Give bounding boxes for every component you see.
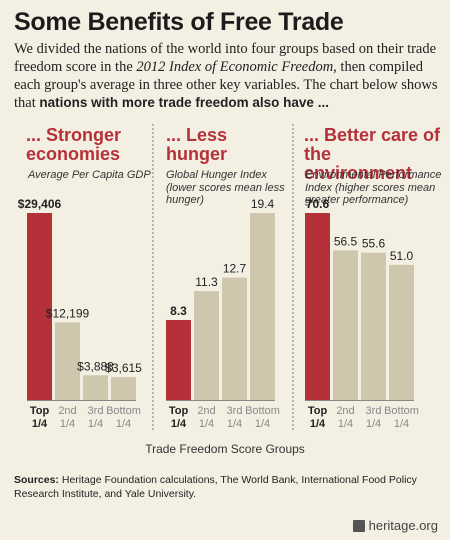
bar [194,291,219,400]
page-title: Some Benefits of Free Trade [14,8,344,36]
bar [305,213,330,400]
category-tick-label: 3rd [366,405,382,417]
panel-subtitle-hunger: Global Hunger Index (lower scores mean l… [166,169,285,206]
category-tick-label: 3rd [88,405,104,417]
category-tick-label: 1/4 [116,418,131,430]
category-tick-label: 2nd [336,405,354,417]
bar-value-label: $3,615 [105,361,142,375]
bar-value-label: 70.6 [306,197,330,211]
category-tick-label: Top [30,405,50,417]
bar [361,252,386,400]
panel-title-economies: ... Stronger economies [26,125,122,164]
category-tick-label: 1/4 [310,418,326,430]
intro-text: We divided the nations of the world into… [14,40,442,112]
bar-value-label: 11.3 [195,275,218,289]
bar [27,213,52,400]
panel-title-hunger: ... Less hunger [166,125,228,164]
category-tick-label: 1/4 [171,418,187,430]
category-tick-label: 1/4 [60,418,75,430]
bar-value-label: $29,406 [18,197,62,211]
category-tick-label: 1/4 [32,418,48,430]
intro-bold: nations with more trade freedom also hav… [39,95,329,110]
panel-title-environment: ... Better care of the environment [304,125,441,183]
category-tick-label: 3rd [227,405,243,417]
category-tick-label: Top [308,405,328,417]
bar-value-label: 51.0 [390,249,414,263]
bar [83,375,108,400]
bar [111,377,136,400]
category-tick-label: 2nd [197,405,215,417]
category-tick-label: 1/4 [338,418,353,430]
intro-italic: 2012 Index of Economic Freedom [136,59,334,75]
intro-part1: We divided the nations of the world into… [14,41,437,75]
category-tick-label: Bottom [384,405,419,417]
bar [166,319,191,400]
bar-value-label: 56.5 [334,234,358,248]
category-tick-label: 1/4 [255,418,270,430]
panel-subtitle-environment: Environmental Performance Index (higher … [305,169,442,206]
bar [250,213,275,400]
sources-label: Sources: [14,474,59,486]
bar [55,322,80,400]
intro-part2: , then compiled each group's average in … [14,59,438,111]
category-tick-label: 1/4 [394,418,409,430]
bar [222,277,247,400]
category-tick-label: Top [169,405,189,417]
category-tick-label: 1/4 [88,418,103,430]
category-tick-label: 1/4 [366,418,381,430]
category-tick-label: 1/4 [199,418,214,430]
category-tick-label: 1/4 [227,418,242,430]
category-tick-label: 2nd [58,405,76,417]
panel-subtitle-economies: Average Per Capita GDP [28,169,151,181]
bar-value-label: 55.6 [362,237,386,251]
sources-note: Sources: Heritage Foundation calculation… [14,473,439,501]
bar-value-label: $12,199 [46,306,90,320]
bar-value-label: 12.7 [223,262,247,276]
category-tick-label: Bottom [106,405,141,417]
x-axis-title: Trade Freedom Score Groups [145,442,305,456]
bar-value-label: $3,888 [77,359,114,373]
logo-text: heritage.org [368,518,438,533]
bar [333,250,358,400]
bar-value-label: 8.3 [170,304,187,318]
category-tick-label: Bottom [245,405,280,417]
bar-value-label: 19.4 [251,197,275,211]
heritage-logo[interactable]: heritage.org [352,518,438,533]
sources-text: Heritage Foundation calculations, The Wo… [14,474,417,500]
bar [389,264,414,400]
bell-icon [352,519,365,532]
